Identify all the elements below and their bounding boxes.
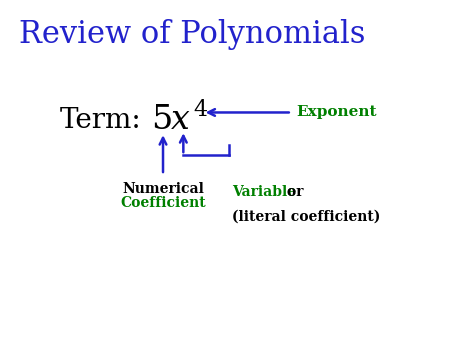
Text: Variable: Variable bbox=[232, 185, 296, 199]
Text: 4: 4 bbox=[193, 99, 207, 121]
Text: Exponent: Exponent bbox=[297, 105, 377, 119]
Text: x: x bbox=[171, 104, 189, 137]
Text: Coefficient: Coefficient bbox=[120, 196, 206, 210]
Text: 5: 5 bbox=[151, 104, 173, 137]
Text: (literal coefficient): (literal coefficient) bbox=[232, 210, 380, 224]
Text: Review of Polynomials: Review of Polynomials bbox=[19, 19, 365, 50]
Text: Numerical: Numerical bbox=[122, 182, 204, 196]
Text: Term:: Term: bbox=[59, 107, 141, 134]
Text: or: or bbox=[282, 185, 303, 199]
